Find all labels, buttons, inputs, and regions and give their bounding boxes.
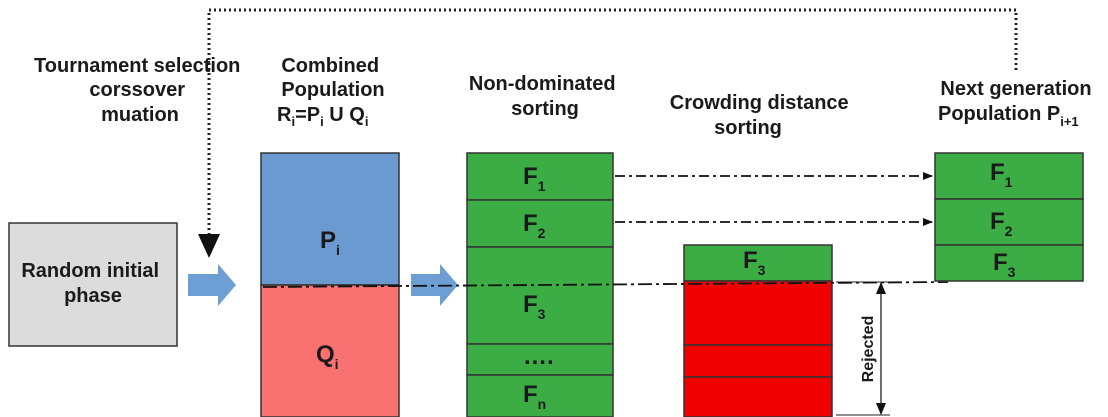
next-f1-block <box>934 152 1084 200</box>
front-f3-label: F3 <box>523 291 546 322</box>
random-initial-phase-text: Random initial phase <box>21 260 164 307</box>
non-dominated-sorting-label: Non-dominated sorting <box>469 73 621 120</box>
crowding-f3-block <box>683 244 833 282</box>
population-q-label: Qi <box>316 341 339 372</box>
front-dots-label: …. <box>523 343 554 370</box>
rejected-block-3 <box>683 376 833 417</box>
block-arrow-2 <box>411 264 458 306</box>
population-q-block <box>260 284 400 417</box>
next-f1-label: F1 <box>990 159 1013 190</box>
front-f2-label: F2 <box>523 210 546 241</box>
front-dots-block <box>466 343 614 376</box>
next-f2-label: F2 <box>990 208 1013 239</box>
next-generation-blocks <box>934 152 1084 282</box>
rejected-block-1 <box>683 280 833 346</box>
rejected-arrow-bottom <box>876 403 886 415</box>
crowding-f3-label: F3 <box>743 247 766 278</box>
non-dominated-fronts <box>466 152 614 417</box>
next-f3-block <box>934 244 1084 282</box>
combined-formula: Ri=Pi U Qi <box>277 104 368 129</box>
tournament-label: Tournament selection corssover muation <box>34 55 246 126</box>
next-f2-block <box>934 198 1084 246</box>
next-generation-population: Population Pi+1 <box>938 103 1079 129</box>
crowding-distance-label: Crowding distance sorting <box>670 92 854 139</box>
front-f1-block <box>466 152 614 201</box>
front-f2-block <box>466 199 614 248</box>
next-f3-label: F3 <box>993 249 1016 280</box>
front-f1-label: F1 <box>523 163 546 194</box>
random-initial-phase-box <box>8 222 178 347</box>
rejected-arrow-top <box>876 282 886 294</box>
front-f3-block <box>466 246 614 345</box>
population-p-label: Pi <box>320 227 340 258</box>
block-arrow-1 <box>188 264 236 306</box>
front-fn-label: Fn <box>523 381 546 412</box>
population-p-block <box>260 152 400 286</box>
feedback-loop-line <box>207 8 1018 238</box>
feedback-arrow-head <box>198 234 220 258</box>
rejected-block-2 <box>683 344 833 378</box>
rejected-label: Rejected <box>860 316 877 383</box>
rejected-blocks <box>683 280 833 417</box>
combined-population-label: Combined Population <box>281 55 384 101</box>
cut-line <box>262 281 949 288</box>
front-fn-block <box>466 374 614 417</box>
next-generation-label: Next generation <box>940 78 1091 100</box>
